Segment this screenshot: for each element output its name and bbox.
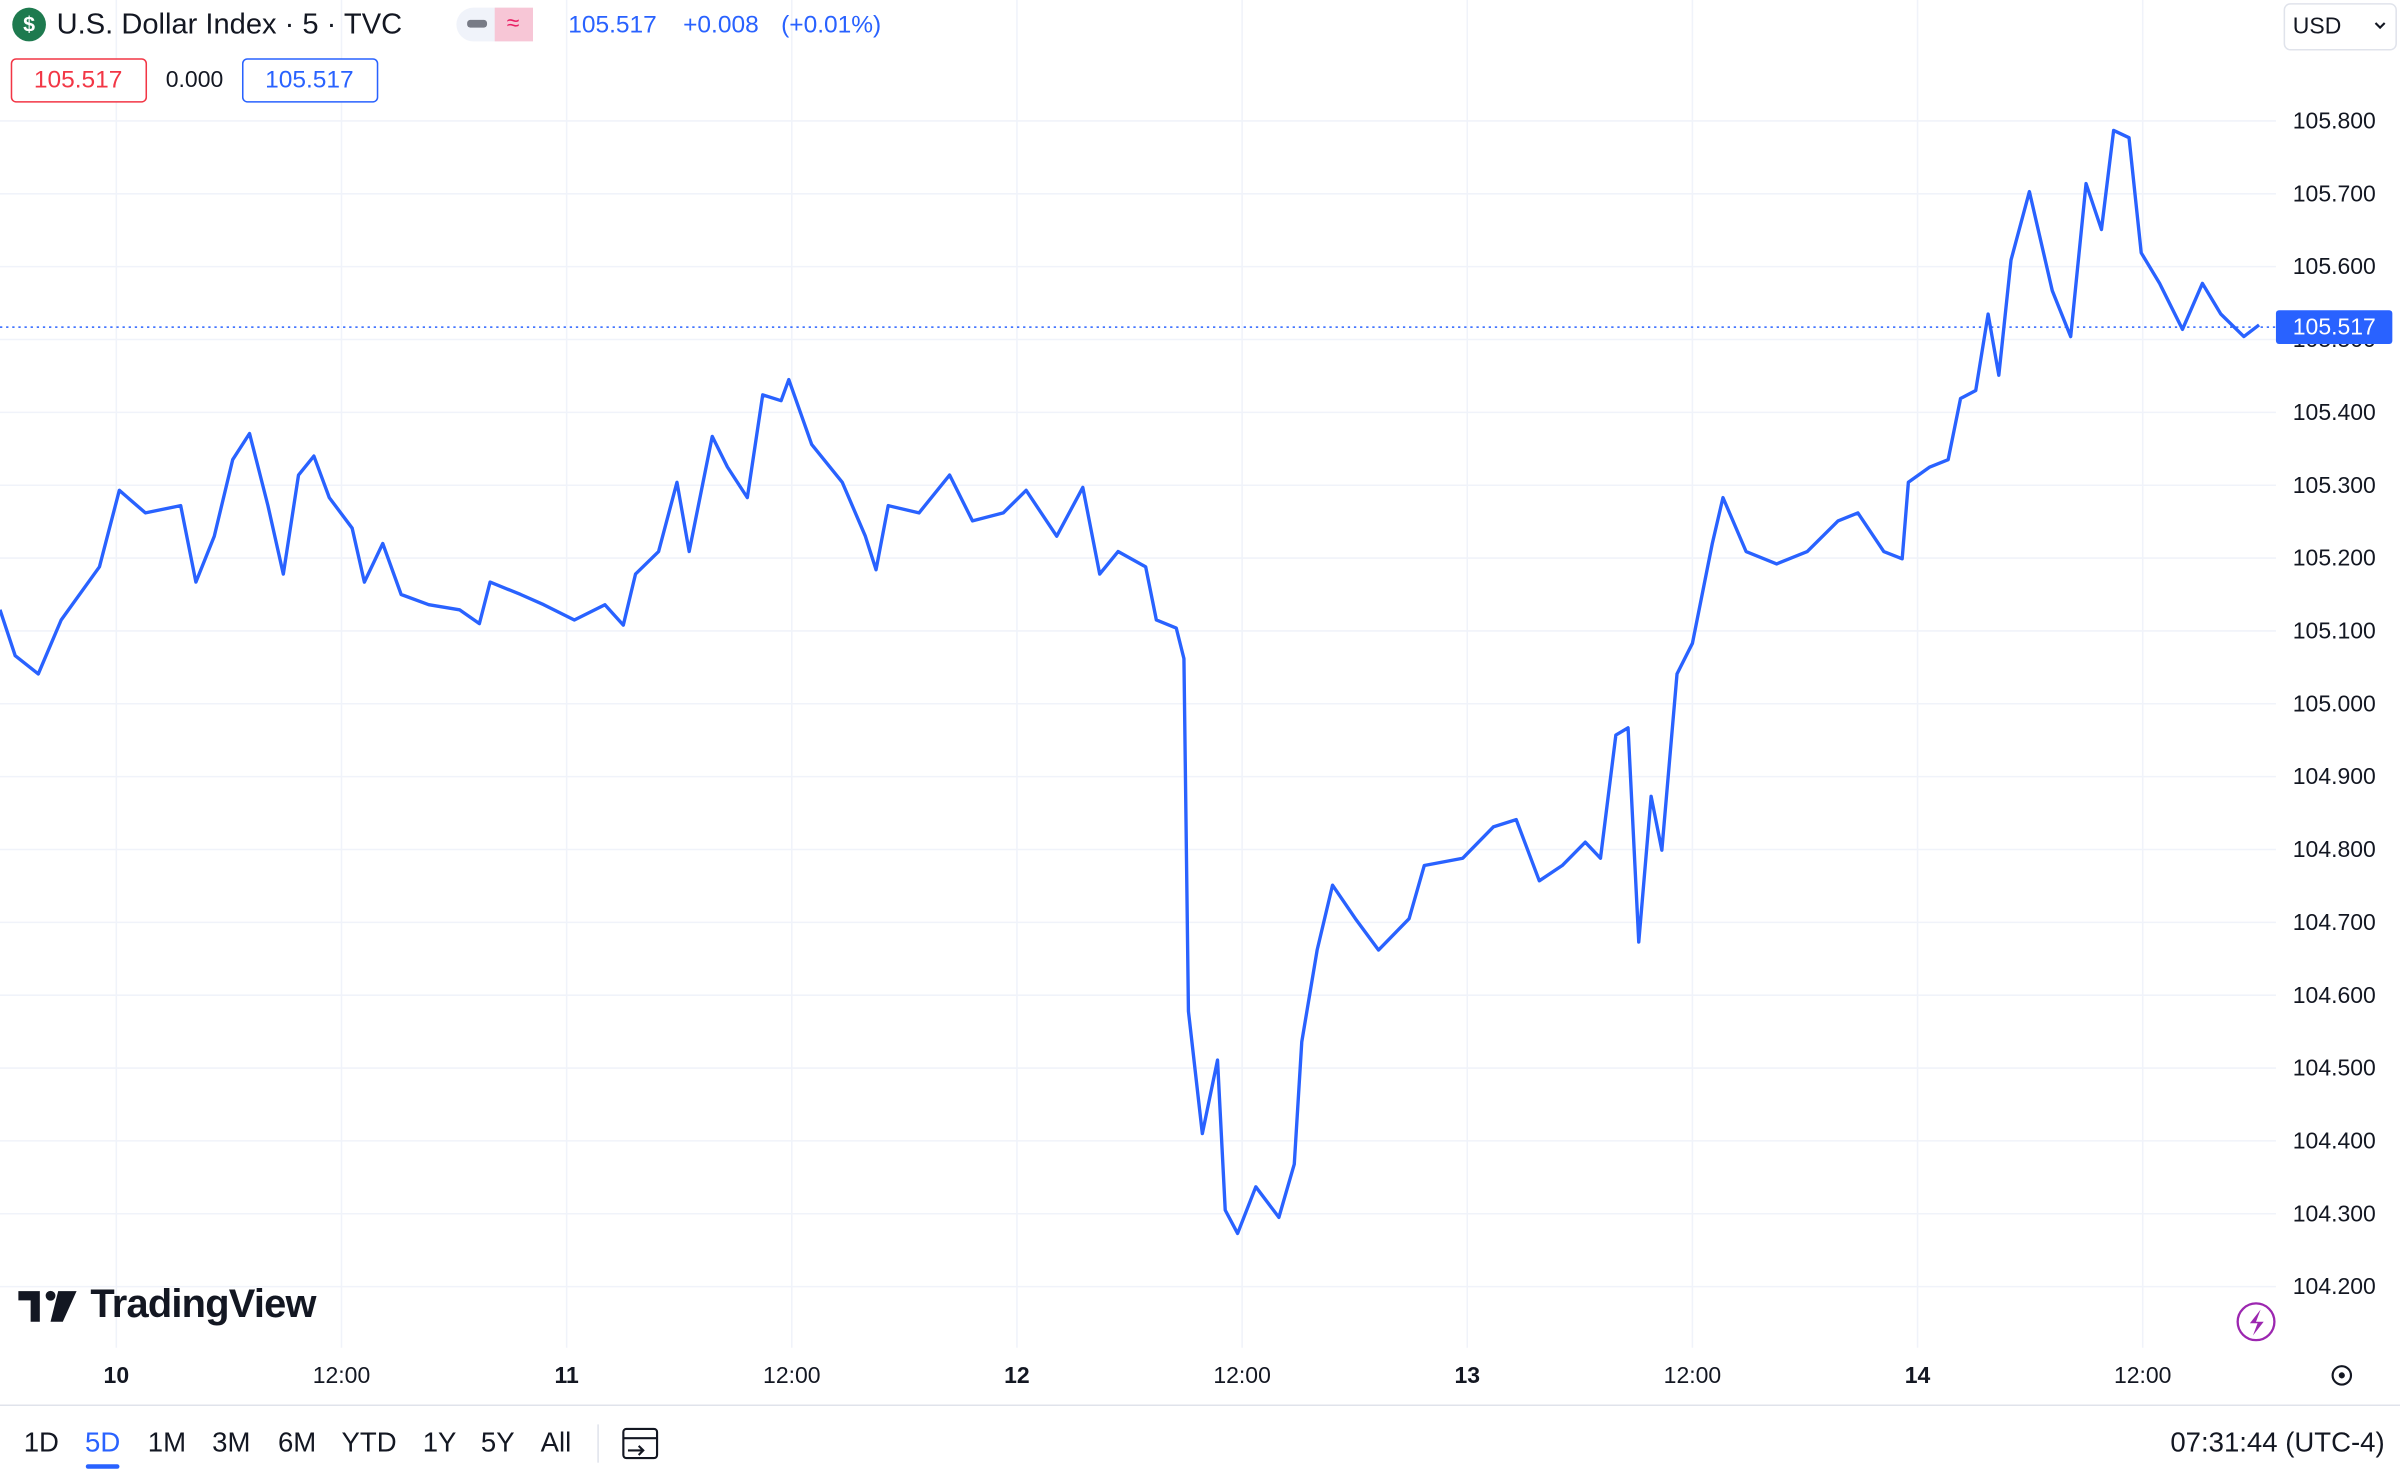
logo-mark-t — [18, 1291, 40, 1322]
bid-box[interactable] — [10, 58, 148, 103]
x-tick-label: 14 — [1905, 1362, 1931, 1388]
goto-date-icon[interactable] — [622, 1427, 659, 1460]
logo-text: TradingView — [90, 1282, 317, 1326]
x-tick-label: 12:00 — [1213, 1362, 1270, 1388]
y-tick-label: 104.400 — [2293, 1127, 2376, 1153]
range-active-underline — [85, 1464, 120, 1469]
range-button[interactable]: 5Y — [481, 1427, 515, 1458]
clock: 07:31:44 (UTC-4) — [2170, 1427, 2384, 1458]
range-button[interactable]: 5D — [85, 1427, 120, 1458]
y-tick-label: 104.500 — [2293, 1055, 2376, 1081]
range-button[interactable]: 3M — [212, 1427, 250, 1458]
y-tick-label: 105.700 — [2293, 180, 2376, 206]
grid — [0, 0, 2276, 1348]
status-dash — [467, 19, 488, 28]
alert-icon[interactable] — [2236, 1302, 2276, 1342]
currency-select[interactable] — [2283, 3, 2397, 51]
logo: TradingView — [18, 1282, 318, 1326]
settings-icon-center — [2338, 1372, 2345, 1379]
status-approx: ≈ — [507, 10, 520, 36]
price-line — [0, 128, 2261, 1236]
last-price-tag — [2275, 310, 2393, 344]
x-tick-label: 12:00 — [313, 1362, 370, 1388]
y-tick-label: 104.200 — [2293, 1273, 2376, 1299]
x-tick-label: 12 — [1004, 1362, 1030, 1388]
range-button[interactable]: 1Y — [423, 1427, 457, 1458]
price-change-pct: (+0.01%) — [781, 12, 881, 39]
y-tick-label: 105.300 — [2293, 472, 2376, 498]
symbol-icon — [12, 7, 46, 42]
y-tick-label: 104.300 — [2293, 1200, 2376, 1226]
symbol-icon-glyph: $ — [23, 13, 35, 37]
status-pill-right[interactable] — [494, 7, 533, 42]
range-button[interactable]: 6M — [278, 1427, 316, 1458]
range-button[interactable]: 1D — [24, 1427, 59, 1458]
ask-price: 105.517 — [265, 67, 354, 94]
x-tick-label: 11 — [554, 1362, 579, 1388]
y-tick-label: 105.600 — [2293, 253, 2376, 279]
currency-chevron — [2374, 22, 2386, 30]
y-tick-label: 105.100 — [2293, 618, 2376, 644]
x-tick-label: 13 — [1454, 1362, 1480, 1388]
y-tick-label: 105.400 — [2293, 399, 2376, 425]
price-change: +0.008 — [683, 12, 759, 39]
bid-price: 105.517 — [34, 67, 123, 94]
last-price-tag-label: 105.517 — [2293, 314, 2376, 340]
range-button[interactable]: YTD — [342, 1427, 397, 1458]
y-tick-label: 104.600 — [2293, 982, 2376, 1008]
currency-label: USD — [2293, 13, 2342, 39]
y-tick-label: 105.800 — [2293, 108, 2376, 134]
range-button[interactable]: 1M — [148, 1427, 186, 1458]
spread: 0.000 — [166, 66, 223, 92]
x-tick-label: 10 — [104, 1362, 130, 1388]
logo-mark-dot — [45, 1290, 56, 1301]
toolbar: 1D 5D 1M 3M 6M YTD 1Y 5Y All — [24, 1427, 572, 1469]
settings-icon[interactable] — [2331, 1365, 2353, 1386]
x-tick-label: 12:00 — [763, 1362, 820, 1388]
y-tick-label: 105.000 — [2293, 690, 2376, 716]
alert-bolt — [2249, 1309, 2264, 1336]
ask-box[interactable] — [241, 58, 379, 103]
logo-mark-slash — [50, 1291, 77, 1322]
y-tick-label: 104.900 — [2293, 763, 2376, 789]
calendar-frame — [622, 1427, 659, 1460]
y-tick-label: 104.700 — [2293, 909, 2376, 935]
symbol-title[interactable]: U.S. Dollar Index · 5 · TVC — [57, 9, 402, 41]
x-tick-label: 12:00 — [2114, 1362, 2171, 1388]
plot — [0, 128, 2276, 1236]
x-tick-label: 12:00 — [1664, 1362, 1721, 1388]
range-button[interactable]: All — [541, 1427, 572, 1458]
y-tick-label: 105.200 — [2293, 545, 2376, 571]
calendar-arrow — [627, 1445, 645, 1456]
last-price: 105.517 — [568, 12, 657, 39]
y-tick-label: 104.800 — [2293, 836, 2376, 862]
